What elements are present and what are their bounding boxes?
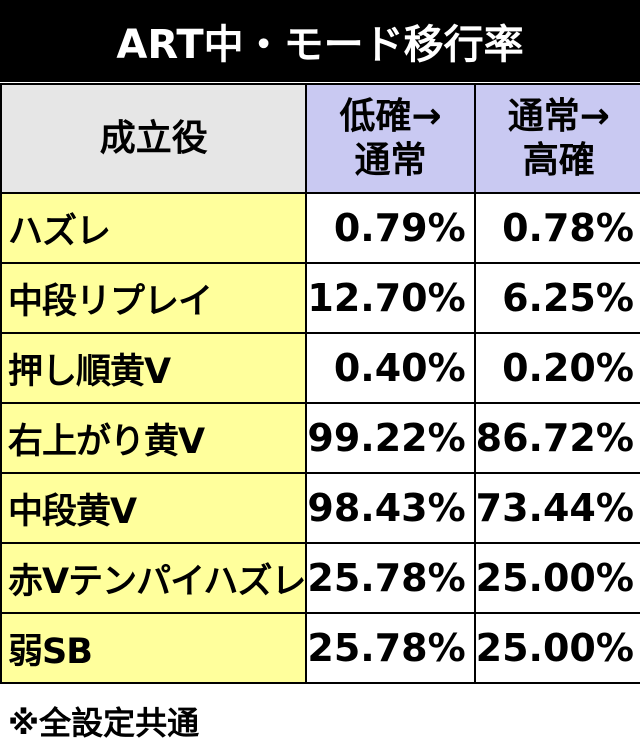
table: 成立役 低確→ 通常 通常→ 高確 ハズレ 0.79% 0.78% 中段リプレイ 12.70%… xyxy=(0,83,640,684)
value-cell: 0.40% xyxy=(305,332,476,404)
value-cell: 6.25% xyxy=(473,262,640,334)
label-cell: 右上がり黄V xyxy=(0,402,308,474)
row: 中段黄V 98.43% 73.44% xyxy=(0,472,640,544)
header-cell: 成立役 xyxy=(0,83,308,194)
value-cell: 99.22% xyxy=(305,402,476,474)
value-cell: 12.70% xyxy=(305,262,476,334)
label-cell: ハズレ xyxy=(0,192,308,264)
value-cell: 25.00% xyxy=(473,542,640,614)
title: ART中・モード移行率 xyxy=(0,0,640,82)
label-cell: 押し順黄V xyxy=(0,332,308,404)
value-cell: 0.79% xyxy=(305,192,476,264)
value-cell: 0.20% xyxy=(473,332,640,404)
value-cell: 73.44% xyxy=(473,472,640,544)
header-cell: 通常→ 高確 xyxy=(473,83,640,194)
value-cell: 25.78% xyxy=(305,542,476,614)
row: 赤Vテンパイハズレ 25.78% 25.00% xyxy=(0,542,640,614)
header-cell: 低確→ 通常 xyxy=(305,83,476,194)
label-cell: 中段リプレイ xyxy=(0,262,308,334)
value-cell: 0.78% xyxy=(473,192,640,264)
label-cell: 赤Vテンパイハズレ xyxy=(0,542,308,614)
row: 右上がり黄V 99.22% 86.72% xyxy=(0,402,640,474)
row: 押し順黄V 0.40% 0.20% xyxy=(0,332,640,404)
value-cell: 25.00% xyxy=(473,612,640,684)
value-cell: 98.43% xyxy=(305,472,476,544)
row: 中段リプレイ 12.70% 6.25% xyxy=(0,262,640,334)
header-row: 成立役 低確→ 通常 通常→ 高確 xyxy=(0,83,640,194)
row: ハズレ 0.79% 0.78% xyxy=(0,192,640,264)
value-cell: 86.72% xyxy=(473,402,640,474)
footnote: ※全設定共通 xyxy=(8,704,200,742)
value-cell: 25.78% xyxy=(305,612,476,684)
label-cell: 中段黄V xyxy=(0,472,308,544)
row: 弱SB 25.78% 25.00% xyxy=(0,612,640,684)
label-cell: 弱SB xyxy=(0,612,308,684)
